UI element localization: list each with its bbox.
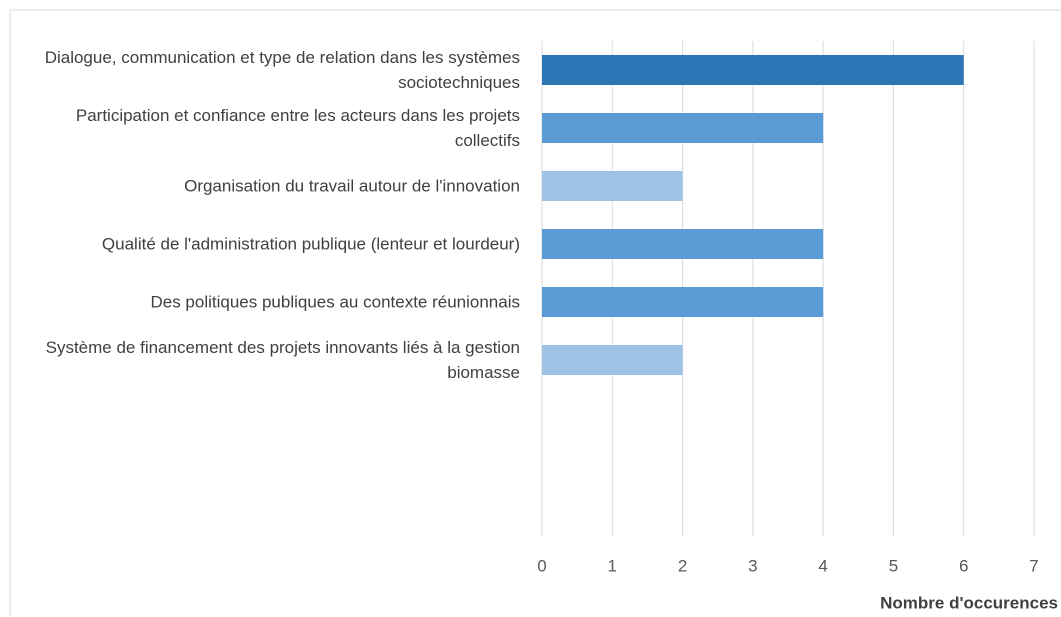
x-tick-label: 1 <box>608 556 617 575</box>
bar <box>542 171 683 201</box>
chart-border <box>9 9 1061 617</box>
y-tick-label: Système de financement des projets innov… <box>45 338 520 382</box>
bar <box>542 287 824 317</box>
x-tick-label: 5 <box>889 556 898 575</box>
y-tick-label: Qualité de l'administration publique (le… <box>101 234 520 254</box>
y-tick-label: Organisation du travail autour de l'inno… <box>184 176 520 196</box>
y-tick-label: Dialogue, communication et type de relat… <box>44 48 520 92</box>
x-tick-label: 7 <box>1029 556 1038 575</box>
bar <box>542 345 683 375</box>
bar <box>542 229 824 259</box>
x-tick-label: 0 <box>537 556 546 575</box>
x-tick-label: 6 <box>959 556 968 575</box>
x-tick-label: 4 <box>818 556 827 575</box>
x-tick-label: 2 <box>678 556 687 575</box>
y-tick-label: Participation et confiance entre les act… <box>75 106 520 150</box>
bar <box>542 55 964 85</box>
y-tick-label: Des politiques publiques au contexte réu… <box>150 292 520 312</box>
bar <box>542 113 824 143</box>
x-axis-title: Nombre d'occurences <box>880 593 1058 612</box>
x-tick-label: 3 <box>748 556 757 575</box>
